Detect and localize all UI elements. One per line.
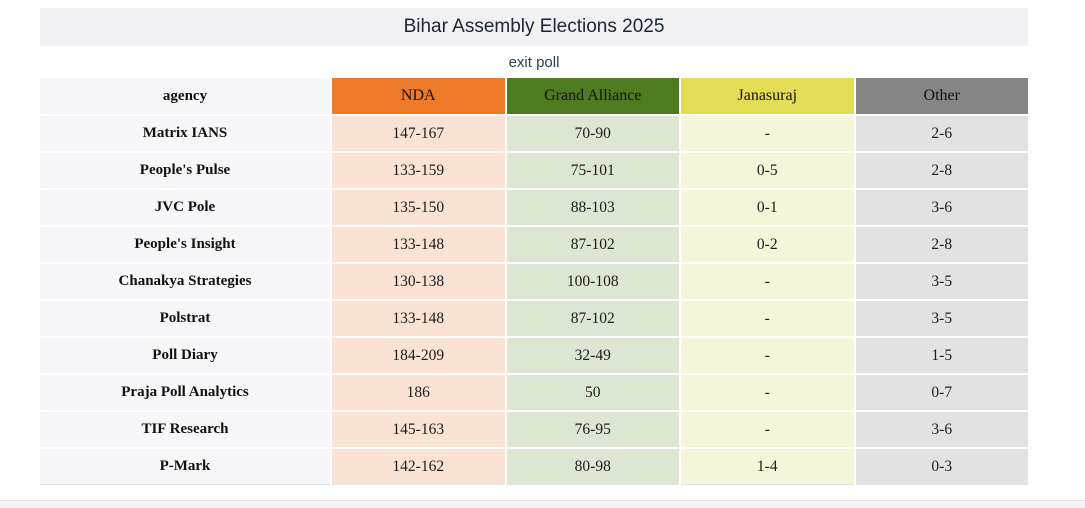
nda-value-cell: 133-148 <box>332 227 505 262</box>
page-subtitle: exit poll <box>40 48 1028 76</box>
column-header-other: Other <box>855 78 1028 114</box>
agency-cell: People's Insight <box>40 227 330 262</box>
column-header-janasuraj: Janasuraj <box>681 78 854 114</box>
nda-value-cell: 147-167 <box>332 116 505 151</box>
table-row: Polstrat 133-148 87-102 - 3-5 <box>40 301 1028 336</box>
agency-cell: Matrix IANS <box>40 116 330 151</box>
nda-value-cell: 145-163 <box>332 412 505 447</box>
other-value-cell: 2-8 <box>855 153 1028 188</box>
agency-cell: TIF Research <box>40 412 330 447</box>
other-value-cell: 3-6 <box>855 190 1028 225</box>
nda-value-cell: 133-148 <box>332 301 505 336</box>
nda-value-cell: 133-159 <box>332 153 505 188</box>
grand-alliance-value-cell: 70-90 <box>506 116 679 151</box>
header-row: agency NDA Grand Alliance Janasuraj Othe… <box>40 78 1028 114</box>
other-value-cell: 1-5 <box>855 338 1028 373</box>
janasuraj-value-cell: 0-1 <box>681 190 854 225</box>
grand-alliance-value-cell: 50 <box>506 375 679 410</box>
janasuraj-value-cell: - <box>681 116 854 151</box>
table-row: Poll Diary 184-209 32-49 - 1-5 <box>40 338 1028 373</box>
other-value-cell: 2-8 <box>855 227 1028 262</box>
exit-poll-table: Bihar Assembly Elections 2025 exit poll … <box>38 6 1030 487</box>
table-row: P-Mark 142-162 80-98 1-4 0-3 <box>40 449 1028 485</box>
janasuraj-value-cell: - <box>681 375 854 410</box>
grand-alliance-value-cell: 88-103 <box>506 190 679 225</box>
grand-alliance-value-cell: 80-98 <box>506 449 679 485</box>
agency-cell: Praja Poll Analytics <box>40 375 330 410</box>
janasuraj-value-cell: - <box>681 412 854 447</box>
nda-value-cell: 186 <box>332 375 505 410</box>
grand-alliance-value-cell: 87-102 <box>506 301 679 336</box>
agency-cell: Poll Diary <box>40 338 330 373</box>
janasuraj-value-cell: 0-2 <box>681 227 854 262</box>
table-row: People's Pulse 133-159 75-101 0-5 2-8 <box>40 153 1028 188</box>
other-value-cell: 3-6 <box>855 412 1028 447</box>
other-value-cell: 0-3 <box>855 449 1028 485</box>
agency-cell: Chanakya Strategies <box>40 264 330 299</box>
table-row: Matrix IANS 147-167 70-90 - 2-6 <box>40 116 1028 151</box>
janasuraj-value-cell: - <box>681 301 854 336</box>
nda-value-cell: 184-209 <box>332 338 505 373</box>
column-header-nda: NDA <box>332 78 505 114</box>
other-value-cell: 3-5 <box>855 301 1028 336</box>
grand-alliance-value-cell: 87-102 <box>506 227 679 262</box>
table-row: Praja Poll Analytics 186 50 - 0-7 <box>40 375 1028 410</box>
janasuraj-value-cell: 1-4 <box>681 449 854 485</box>
page-title: Bihar Assembly Elections 2025 <box>40 8 1028 46</box>
table-row: TIF Research 145-163 76-95 - 3-6 <box>40 412 1028 447</box>
other-value-cell: 2-6 <box>855 116 1028 151</box>
column-header-grand-alliance: Grand Alliance <box>506 78 679 114</box>
nda-value-cell: 130-138 <box>332 264 505 299</box>
grand-alliance-value-cell: 76-95 <box>506 412 679 447</box>
table-row: JVC Pole 135-150 88-103 0-1 3-6 <box>40 190 1028 225</box>
nda-value-cell: 142-162 <box>332 449 505 485</box>
table-row: People's Insight 133-148 87-102 0-2 2-8 <box>40 227 1028 262</box>
title-row: Bihar Assembly Elections 2025 <box>40 8 1028 46</box>
grand-alliance-value-cell: 100-108 <box>506 264 679 299</box>
column-header-agency: agency <box>40 78 330 114</box>
table-row: Chanakya Strategies 130-138 100-108 - 3-… <box>40 264 1028 299</box>
exit-poll-table-container: Bihar Assembly Elections 2025 exit poll … <box>38 6 1030 487</box>
agency-cell: JVC Pole <box>40 190 330 225</box>
grand-alliance-value-cell: 32-49 <box>506 338 679 373</box>
other-value-cell: 3-5 <box>855 264 1028 299</box>
grand-alliance-value-cell: 75-101 <box>506 153 679 188</box>
nda-value-cell: 135-150 <box>332 190 505 225</box>
janasuraj-value-cell: 0-5 <box>681 153 854 188</box>
subtitle-row: exit poll <box>40 48 1028 76</box>
agency-cell: Polstrat <box>40 301 330 336</box>
other-value-cell: 0-7 <box>855 375 1028 410</box>
janasuraj-value-cell: - <box>681 338 854 373</box>
janasuraj-value-cell: - <box>681 264 854 299</box>
page-bottom-strip <box>0 500 1085 508</box>
agency-cell: P-Mark <box>40 449 330 485</box>
agency-cell: People's Pulse <box>40 153 330 188</box>
